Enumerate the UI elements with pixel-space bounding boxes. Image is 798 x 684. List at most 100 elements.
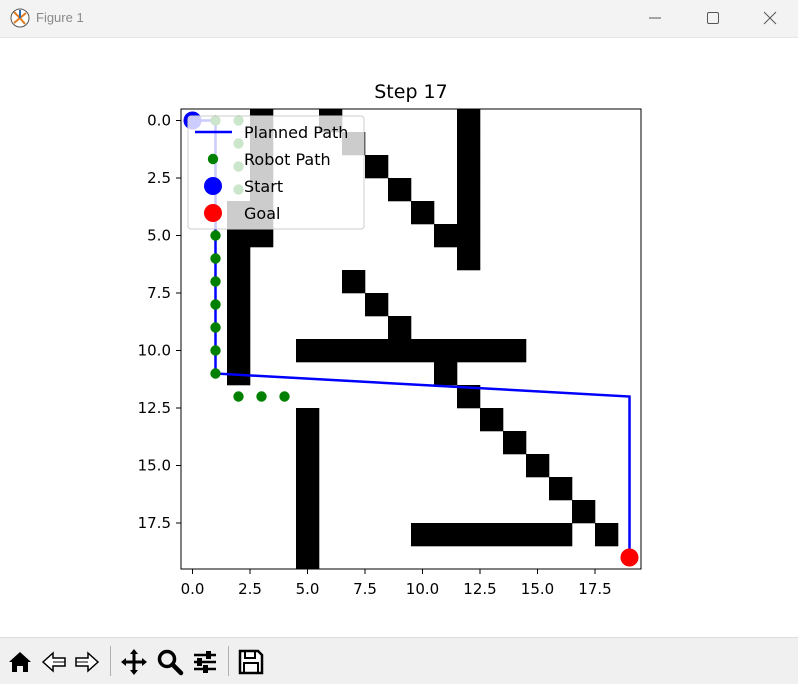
obstacle-cell xyxy=(434,224,458,248)
y-tick-label: 17.5 xyxy=(138,514,171,532)
obstacle-cell xyxy=(411,523,435,547)
x-tick-label: 5.0 xyxy=(296,580,320,598)
figure-canvas: Step 17 0.0 2.5 5.0 7.5 10.0 12.5 15.0 17.5 0.0 2… xyxy=(0,38,798,636)
obstacle-cell xyxy=(457,523,481,547)
obstacle-cell xyxy=(457,224,481,248)
y-tick-label: 10.0 xyxy=(138,342,171,360)
legend-handle-start xyxy=(204,177,222,195)
toolbar-separator xyxy=(228,646,229,676)
x-tick-label: 2.5 xyxy=(238,580,262,598)
configure-subplots-icon[interactable] xyxy=(191,648,219,676)
legend-label: Robot Path xyxy=(244,150,331,169)
legend-label: Planned Path xyxy=(244,123,348,142)
robot-path-point xyxy=(210,322,221,333)
obstacle-cell xyxy=(457,385,481,409)
obstacle-cell xyxy=(503,523,527,547)
obstacle-cell xyxy=(549,523,573,547)
obstacle-cell xyxy=(503,339,527,363)
obstacle-cell xyxy=(388,178,412,202)
y-tick-label: 2.5 xyxy=(147,169,171,187)
obstacle-cell xyxy=(342,270,366,294)
obstacle-cell xyxy=(296,431,320,455)
close-button[interactable] xyxy=(742,0,798,37)
maximize-icon xyxy=(707,12,719,24)
obstacle-cell xyxy=(480,408,504,432)
x-tick-label: 10.0 xyxy=(406,580,439,598)
x-tick-label: 12.5 xyxy=(463,580,496,598)
obstacle-cell xyxy=(296,523,320,547)
obstacle-cell xyxy=(457,247,481,271)
x-tick-label: 7.5 xyxy=(353,580,377,598)
obstacle-cell xyxy=(595,523,619,547)
obstacle-cell xyxy=(526,523,550,547)
obstacle-cell xyxy=(457,201,481,225)
maximize-button[interactable] xyxy=(685,0,741,37)
y-tick-label: 7.5 xyxy=(147,284,171,302)
obstacle-cell xyxy=(411,201,435,225)
legend: Planned Path Robot Path Start Goal xyxy=(187,115,365,230)
obstacle-cell xyxy=(503,431,527,455)
obstacle-cell xyxy=(296,500,320,524)
home-icon[interactable] xyxy=(6,648,34,676)
obstacle-cell xyxy=(227,224,251,248)
minimize-button[interactable] xyxy=(627,0,683,37)
obstacle-cell xyxy=(457,339,481,363)
robot-path-point xyxy=(279,391,290,402)
window-titlebar: Figure 1 xyxy=(0,0,798,38)
obstacle-cell xyxy=(549,477,573,501)
pan-icon[interactable] xyxy=(120,648,148,676)
robot-path-point xyxy=(210,299,221,310)
gridworld-chart: Step 17 0.0 2.5 5.0 7.5 10.0 12.5 15.0 17.5 0.0 2… xyxy=(138,81,642,598)
obstacle-cell xyxy=(227,247,251,271)
x-tick-label: 0.0 xyxy=(181,580,205,598)
obstacle-cell xyxy=(457,178,481,202)
obstacle-cell xyxy=(388,316,412,340)
obstacle-cell xyxy=(296,339,320,363)
obstacle-cell xyxy=(365,293,389,317)
robot-path-point xyxy=(210,253,221,264)
obstacle-cell xyxy=(227,270,251,294)
minimize-icon xyxy=(649,17,661,19)
axes-frame xyxy=(180,108,642,570)
y-tick-label: 5.0 xyxy=(147,227,171,245)
obstacle-cell xyxy=(388,339,412,363)
navigation-toolbar xyxy=(0,637,798,684)
close-icon xyxy=(763,11,777,25)
obstacle-cell xyxy=(227,339,251,363)
obstacle-cell xyxy=(342,339,366,363)
matplotlib-icon xyxy=(10,8,30,28)
robot-path-point xyxy=(210,368,221,379)
obstacle-cell xyxy=(296,546,320,570)
obstacle-cell xyxy=(434,362,458,386)
legend-label: Goal xyxy=(244,204,280,223)
back-icon[interactable] xyxy=(40,648,68,676)
obstacle-cell xyxy=(296,454,320,478)
obstacle-cell xyxy=(365,339,389,363)
zoom-icon[interactable] xyxy=(156,648,184,676)
y-tick-label: 12.5 xyxy=(138,399,171,417)
obstacle-cell xyxy=(457,109,481,133)
toolbar-separator xyxy=(110,646,111,676)
goal-marker xyxy=(620,548,639,567)
x-tick-label: 15.0 xyxy=(521,580,554,598)
save-icon[interactable] xyxy=(237,648,265,676)
obstacle-cell xyxy=(296,477,320,501)
robot-path-point xyxy=(210,345,221,356)
window-title: Figure 1 xyxy=(36,10,84,25)
obstacle-cell xyxy=(457,132,481,156)
obstacle-cell xyxy=(227,293,251,317)
obstacle-cell xyxy=(480,339,504,363)
robot-path-point xyxy=(233,391,244,402)
obstacle-cell xyxy=(480,523,504,547)
y-tick-label: 15.0 xyxy=(138,457,171,475)
obstacle-cell xyxy=(434,339,458,363)
robot-path-point xyxy=(210,230,221,241)
obstacle-cell xyxy=(411,339,435,363)
x-tick-label: 17.5 xyxy=(578,580,611,598)
obstacle-cell xyxy=(319,339,343,363)
legend-handle-goal xyxy=(204,204,222,222)
legend-handle-robot-path xyxy=(207,153,219,165)
forward-icon[interactable] xyxy=(73,648,101,676)
obstacle-cell xyxy=(526,454,550,478)
obstacle-cell xyxy=(227,316,251,340)
